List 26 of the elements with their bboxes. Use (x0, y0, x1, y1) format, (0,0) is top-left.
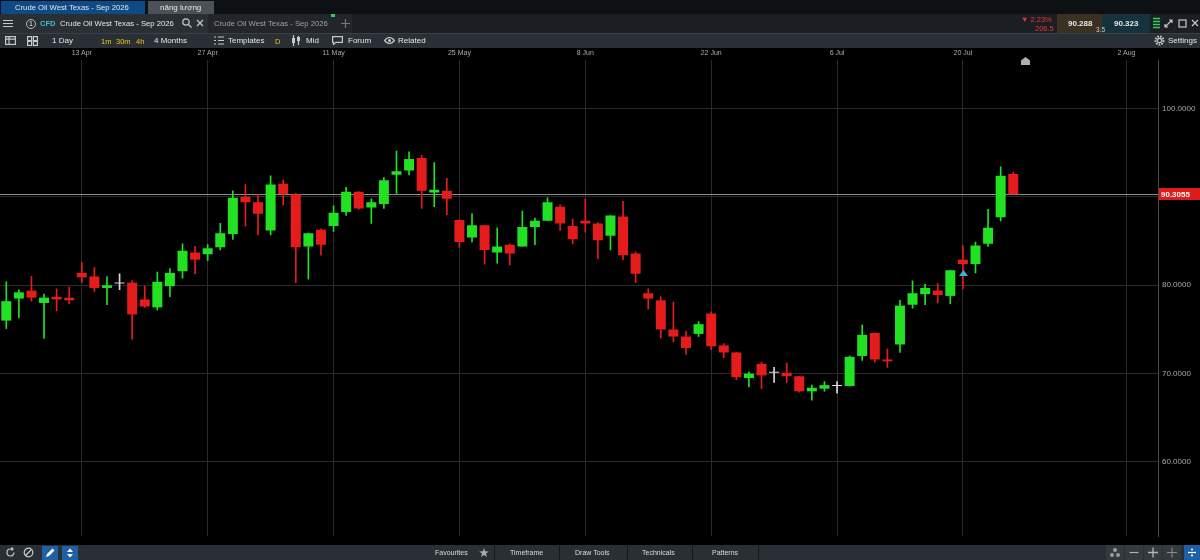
candlestick (492, 227, 503, 264)
text: Templates (228, 36, 265, 45)
text: Settings (1168, 36, 1197, 45)
candlestick (39, 293, 50, 339)
candlestick (529, 217, 540, 245)
candlestick (957, 245, 968, 290)
text: Related (398, 36, 426, 45)
text: 1 Day (52, 36, 73, 45)
y-tick-label: 80.0000 (1162, 280, 1192, 290)
candlestick (101, 276, 112, 306)
text: Mid (306, 36, 319, 45)
candlestick (441, 178, 452, 215)
candlestick (366, 198, 377, 224)
y-tick-label: 100.0000 (1162, 103, 1196, 113)
candlestick (13, 289, 24, 319)
ref-line-label: 90.3055 (1161, 189, 1191, 199)
y-tick-label: 70.0000 (1162, 368, 1192, 378)
text: Forum (348, 36, 372, 45)
candlestick (932, 283, 943, 304)
text: 4 Months (154, 36, 187, 45)
tab: năng lượng (148, 1, 214, 14)
candlestick (832, 381, 843, 394)
candlestick (429, 162, 440, 207)
y-tick-label: 60.0000 (1162, 457, 1192, 467)
candlestick (76, 261, 87, 283)
candlestick (769, 367, 780, 383)
